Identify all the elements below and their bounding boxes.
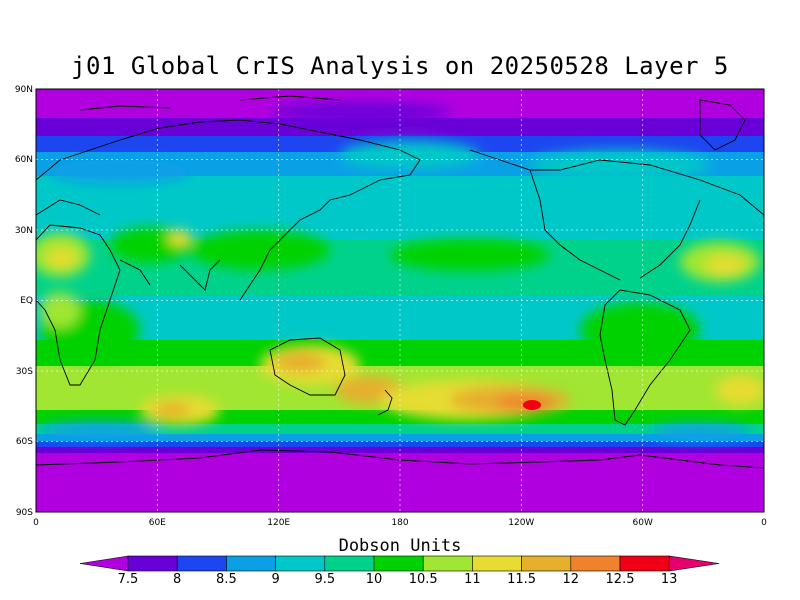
colorbar-tick-label: 10.5 xyxy=(408,572,438,587)
colorbar-tick-label: 11.5 xyxy=(507,572,537,587)
colorbar-swatch xyxy=(521,555,572,572)
map-frame xyxy=(35,88,765,513)
colorbar-tick-label: 9 xyxy=(271,572,280,587)
colorbar-tick-label: 12 xyxy=(562,572,580,587)
colorbar-tick-label: 8 xyxy=(173,572,182,587)
lat-label-60n: 60N xyxy=(15,155,33,165)
lon-label-60w: 60W xyxy=(633,518,653,528)
colorbar-swatch xyxy=(422,555,473,572)
lat-label-eq: EQ xyxy=(20,296,33,306)
lat-label-90s: 90S xyxy=(16,508,33,518)
lat-label-90n: 90N xyxy=(15,85,33,95)
colorbar-swatch xyxy=(324,555,375,572)
lon-label-0e: 0 xyxy=(761,518,767,528)
colorbar-tick-label: 11 xyxy=(464,572,481,587)
map-title: j01 Global CrIS Analysis on 20250528 Lay… xyxy=(71,52,729,80)
lon-label-0w: 0 xyxy=(33,518,39,528)
coastlines xyxy=(36,95,764,469)
lon-label-180: 180 xyxy=(391,518,408,528)
colorbar-swatch xyxy=(127,555,178,572)
colorbar-tick-label: 13 xyxy=(660,572,678,587)
colorbar-swatch xyxy=(176,555,227,572)
colorbar-tick-label: 8.5 xyxy=(216,572,237,587)
lat-label-30s: 30S xyxy=(16,367,33,377)
colorbar-title: Dobson Units xyxy=(338,536,462,556)
lon-label-60e: 60E xyxy=(149,518,166,528)
colorbar-swatch xyxy=(570,555,621,572)
colorbar-swatch xyxy=(373,555,424,572)
colorbar-swatch xyxy=(619,555,670,572)
colorbar-swatch xyxy=(275,555,326,572)
lat-label-30n: 30N xyxy=(15,226,33,236)
colorbar-tick-label: 7.5 xyxy=(117,572,139,587)
colorbar-swatch xyxy=(226,555,276,572)
lat-label-60s: 60S xyxy=(16,437,33,447)
colorbar-arrow-high xyxy=(668,555,720,572)
colorbar-tick-label: 9.5 xyxy=(314,572,336,587)
colorbar xyxy=(79,555,720,572)
lon-label-120e: 120E xyxy=(267,518,290,528)
colorbar-tick-label: 10 xyxy=(365,572,383,587)
colorbar-tick-label: 12.5 xyxy=(605,572,635,587)
lon-label-120w: 120W xyxy=(508,518,534,528)
colorbar-swatch xyxy=(472,555,522,572)
colorbar-arrow-low xyxy=(79,555,129,572)
graticule xyxy=(36,89,764,512)
